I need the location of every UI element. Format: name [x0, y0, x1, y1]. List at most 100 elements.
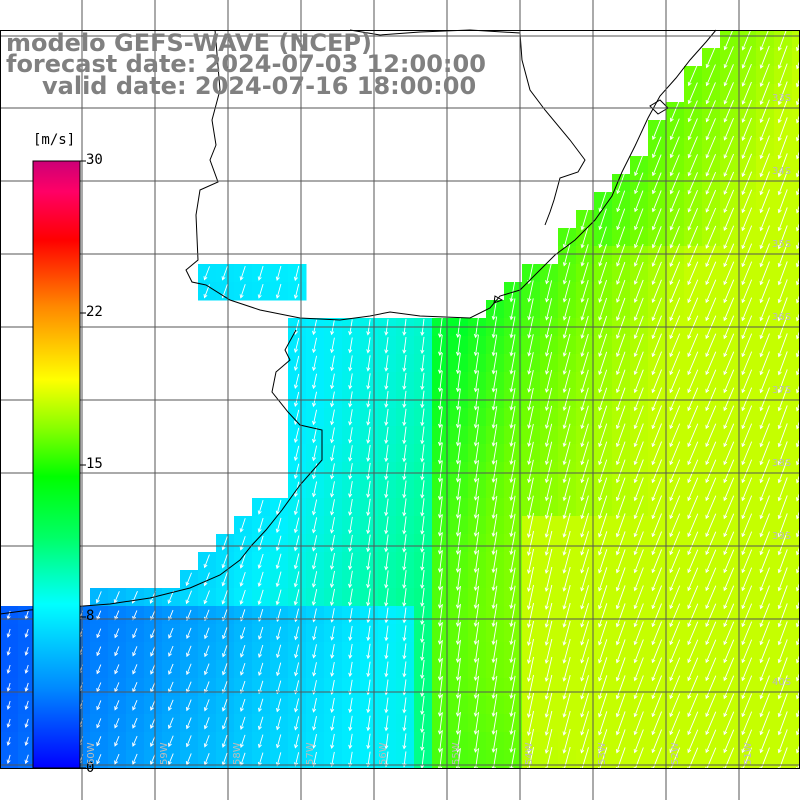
wind-arrow-icon	[437, 496, 443, 519]
wind-arrow-icon	[473, 639, 480, 664]
wind-arrow-icon	[741, 243, 753, 268]
wind-arrow-icon	[509, 693, 516, 717]
wind-arrow-icon	[669, 693, 681, 718]
wind-arrow-icon	[759, 603, 770, 628]
wind-arrow-icon	[437, 460, 443, 483]
wind-arrow-icon	[795, 256, 800, 268]
wind-arrow-icon	[741, 603, 753, 628]
wind-arrow-icon	[687, 369, 699, 394]
wind-arrow-icon	[669, 531, 681, 556]
wind-arrow-icon	[669, 585, 681, 610]
wind-arrow-icon	[402, 715, 407, 732]
wind-arrow-icon	[795, 454, 800, 466]
wind-arrow-icon	[580, 369, 589, 394]
wind-arrow-icon	[384, 444, 389, 463]
wind-arrow-icon	[402, 625, 407, 642]
wind-arrow-icon	[203, 735, 210, 748]
wind-arrow-icon	[580, 657, 589, 682]
wind-arrow-icon	[509, 298, 516, 321]
wind-arrow-icon	[455, 352, 461, 375]
wind-arrow-icon	[294, 716, 300, 731]
wind-arrow-icon	[384, 570, 389, 589]
wind-arrow-icon	[759, 441, 770, 466]
wind-arrow-icon	[633, 441, 644, 466]
wind-arrow-icon	[759, 405, 770, 430]
wind-arrow-icon	[311, 589, 318, 606]
wind-arrow-icon	[437, 658, 443, 681]
wind-arrow-icon	[455, 693, 461, 717]
wind-arrow-icon	[759, 333, 770, 358]
wind-arrow-icon	[741, 351, 753, 376]
wind-arrow-icon	[669, 100, 680, 123]
wind-arrow-icon	[633, 729, 644, 754]
wind-arrow-icon	[311, 427, 318, 444]
wind-arrow-icon	[438, 424, 443, 447]
wind-arrow-icon	[312, 716, 317, 731]
wind-arrow-icon	[293, 391, 300, 407]
wind-arrow-icon	[705, 621, 717, 646]
wind-arrow-icon	[633, 531, 644, 556]
wind-arrow-icon	[615, 495, 626, 520]
wind-arrow-icon	[491, 495, 498, 519]
wind-arrow-icon	[455, 388, 461, 411]
wind-arrow-icon	[150, 610, 156, 621]
wind-arrow-icon	[455, 478, 461, 501]
wind-arrow-icon	[96, 700, 102, 711]
wind-arrow-icon	[6, 628, 11, 638]
wind-arrow-icon	[723, 711, 735, 736]
lon-label: 57W	[305, 742, 316, 765]
wind-arrow-icon	[723, 513, 735, 538]
wind-arrow-icon	[705, 82, 716, 105]
wind-arrow-icon	[759, 27, 770, 51]
wind-arrow-icon	[669, 261, 681, 286]
wind-arrow-icon	[167, 717, 174, 730]
wind-cell	[792, 498, 800, 517]
wind-arrow-icon	[402, 408, 407, 427]
wind-arrow-icon	[185, 572, 192, 587]
wind-arrow-icon	[455, 370, 461, 393]
wind-arrow-icon	[294, 734, 300, 749]
wind-arrow-icon	[527, 298, 534, 321]
wind-arrow-icon	[438, 352, 443, 375]
wind-arrow-icon	[759, 423, 770, 448]
wind-arrow-icon	[633, 657, 644, 682]
wind-arrow-icon	[687, 495, 699, 520]
colorbar-tick: 0	[86, 760, 95, 776]
wind-arrow-icon	[759, 369, 770, 394]
wind-arrow-icon	[562, 585, 571, 610]
wind-arrow-icon	[759, 549, 770, 574]
wind-arrow-icon	[669, 423, 681, 448]
wind-arrow-icon	[616, 226, 626, 249]
wind-arrow-icon	[633, 495, 644, 520]
wind-arrow-icon	[651, 136, 662, 159]
wind-arrow-icon	[705, 477, 717, 502]
wind-arrow-icon	[384, 607, 389, 624]
wind-arrow-icon	[366, 516, 371, 535]
wind-arrow-icon	[633, 711, 644, 736]
wind-arrow-icon	[312, 355, 317, 372]
wind-arrow-icon	[473, 531, 480, 555]
wind-arrow-icon	[705, 711, 717, 736]
wind-arrow-icon	[705, 441, 717, 466]
wind-arrow-icon	[113, 591, 120, 604]
wind-arrow-icon	[420, 426, 425, 445]
lon-label: 51W	[743, 742, 754, 765]
wind-arrow-icon	[669, 154, 680, 177]
wind-arrow-icon	[598, 244, 607, 267]
wind-arrow-icon	[562, 262, 571, 285]
wind-arrow-icon	[723, 189, 735, 213]
wind-arrow-icon	[723, 693, 735, 718]
wind-cell	[792, 624, 800, 643]
wind-arrow-icon	[723, 657, 735, 682]
wind-cell	[792, 48, 800, 67]
wind-arrow-icon	[741, 675, 753, 700]
wind-arrow-icon	[348, 661, 353, 678]
wind-arrow-icon	[257, 589, 264, 606]
wind-arrow-icon	[150, 645, 156, 657]
wind-arrow-icon	[687, 423, 699, 448]
wind-arrow-icon	[203, 681, 210, 694]
wind-arrow-icon	[723, 46, 734, 69]
wind-cell	[792, 174, 800, 193]
wind-arrow-icon	[562, 693, 571, 718]
wind-arrow-icon	[473, 513, 480, 537]
